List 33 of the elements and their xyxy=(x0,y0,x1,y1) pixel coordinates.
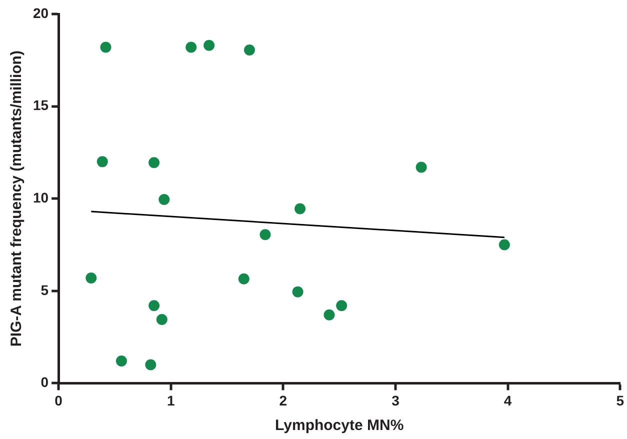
point xyxy=(158,194,170,206)
point xyxy=(244,44,255,56)
point xyxy=(100,42,112,53)
y-tick-label: 10 xyxy=(32,189,49,206)
point xyxy=(204,40,215,51)
point xyxy=(294,203,306,214)
x-tick-label: 0 xyxy=(54,392,63,408)
point xyxy=(260,229,271,240)
point xyxy=(416,162,427,173)
x-tick-label: 4 xyxy=(504,392,512,408)
point xyxy=(336,300,348,312)
x-tick-label: 3 xyxy=(392,392,400,408)
point xyxy=(238,273,250,284)
y-tick-label: 0 xyxy=(40,374,49,390)
x-tick-label: 1 xyxy=(166,392,175,408)
point xyxy=(86,272,97,284)
point xyxy=(148,157,160,168)
y-tick-label: 15 xyxy=(32,97,49,114)
y-tick-label: 5 xyxy=(40,282,49,298)
x-tick-label: 2 xyxy=(279,392,288,408)
x-tick-label: 5 xyxy=(616,392,624,408)
point xyxy=(292,286,304,298)
point xyxy=(156,314,168,326)
point xyxy=(96,156,108,168)
point xyxy=(145,359,156,370)
y-tick-label: 20 xyxy=(32,4,49,21)
x-axis-title: Lymphocyte MN% xyxy=(275,417,404,434)
point xyxy=(116,356,127,367)
point xyxy=(148,300,160,312)
point xyxy=(186,42,197,53)
point xyxy=(498,239,510,250)
point xyxy=(324,309,335,320)
y-axis-title: PIG-A mutant frequency (mutants/million) xyxy=(8,50,26,347)
